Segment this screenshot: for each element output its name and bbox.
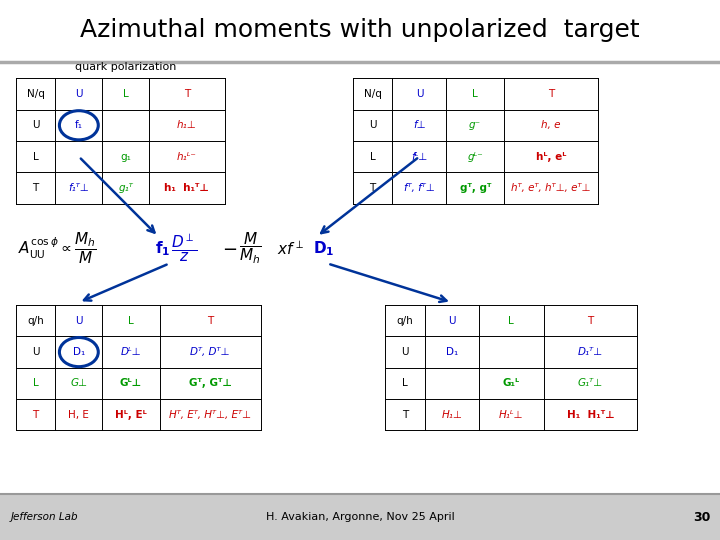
- Text: L: L: [33, 152, 38, 161]
- Text: U: U: [75, 89, 83, 99]
- Text: L: L: [370, 152, 375, 161]
- Text: U: U: [401, 347, 409, 357]
- Text: Gᴸ⊥: Gᴸ⊥: [120, 379, 142, 388]
- Text: T: T: [207, 316, 213, 326]
- Text: Dᴸ⊥: Dᴸ⊥: [121, 347, 141, 357]
- Text: g₁: g₁: [120, 152, 131, 161]
- Text: hᴸ, eᴸ: hᴸ, eᴸ: [536, 152, 566, 161]
- Text: f₁: f₁: [75, 120, 83, 130]
- Text: h₁⊥: h₁⊥: [177, 120, 197, 130]
- Text: L: L: [128, 316, 134, 326]
- Text: Jefferson Lab: Jefferson Lab: [11, 512, 78, 522]
- Text: T: T: [588, 316, 593, 326]
- Bar: [0, 494, 720, 540]
- Text: D₁: D₁: [446, 347, 458, 357]
- Text: H, E: H, E: [68, 410, 89, 420]
- Text: L: L: [508, 316, 514, 326]
- Text: quark polarization: quark polarization: [76, 63, 176, 72]
- Text: T: T: [32, 410, 39, 420]
- Text: T: T: [548, 89, 554, 99]
- Text: h₁ᴸ⁻: h₁ᴸ⁻: [177, 152, 197, 161]
- Text: $A_{\mathrm{UU}}^{\cos\phi} \propto \dfrac{M_h}{M}$: $A_{\mathrm{UU}}^{\cos\phi} \propto \dfr…: [18, 231, 96, 266]
- Text: q/h: q/h: [27, 316, 44, 326]
- Text: G₁ᵀ⊥: G₁ᵀ⊥: [578, 379, 603, 388]
- Bar: [0, 0, 720, 62]
- Text: g₁ᵀ: g₁ᵀ: [118, 183, 133, 193]
- Text: $\mathbf{D_1}$: $\mathbf{D_1}$: [313, 239, 335, 258]
- Text: fᵀ, fᵀ⊥: fᵀ, fᵀ⊥: [404, 183, 435, 193]
- Text: D₁: D₁: [73, 347, 85, 357]
- Text: G⊥: G⊥: [71, 379, 87, 388]
- Text: $\mathbf{f_1}$: $\mathbf{f_1}$: [155, 239, 170, 258]
- Text: gᵀ, gᵀ: gᵀ, gᵀ: [459, 183, 491, 193]
- Text: Azimuthal moments with unpolarized  target: Azimuthal moments with unpolarized targe…: [80, 18, 640, 42]
- Text: H₁⊥: H₁⊥: [441, 410, 462, 420]
- Text: L: L: [402, 379, 408, 388]
- Text: $x f^{\perp}$: $x f^{\perp}$: [277, 239, 304, 258]
- Text: fᴸ⊥: fᴸ⊥: [411, 152, 428, 161]
- Text: h, e: h, e: [541, 120, 561, 130]
- Text: f⊥: f⊥: [413, 120, 426, 130]
- Text: D₁ᵀ⊥: D₁ᵀ⊥: [578, 347, 603, 357]
- Text: U: U: [369, 120, 377, 130]
- Text: hᵀ, eᵀ, hᵀ⊥, eᵀ⊥: hᵀ, eᵀ, hᵀ⊥, eᵀ⊥: [511, 183, 590, 193]
- Text: 30: 30: [693, 510, 711, 524]
- Text: U: U: [75, 316, 83, 326]
- Text: L: L: [123, 89, 128, 99]
- Text: N/q: N/q: [27, 89, 45, 99]
- Text: T: T: [32, 183, 39, 193]
- Text: $\dfrac{D^{\perp}}{z}$: $\dfrac{D^{\perp}}{z}$: [171, 233, 198, 264]
- Text: q/h: q/h: [397, 316, 413, 326]
- Text: L: L: [472, 89, 478, 99]
- Text: g⁻: g⁻: [469, 120, 481, 130]
- Text: H₁  H₁ᵀ⊥: H₁ H₁ᵀ⊥: [567, 410, 614, 420]
- Text: Dᵀ, Dᵀ⊥: Dᵀ, Dᵀ⊥: [191, 347, 230, 357]
- Text: H. Avakian, Argonne, Nov 25 April: H. Avakian, Argonne, Nov 25 April: [266, 512, 454, 522]
- Text: gᴸ⁻: gᴸ⁻: [467, 152, 483, 161]
- Text: T: T: [369, 183, 376, 193]
- Text: U: U: [32, 347, 40, 357]
- Text: N/q: N/q: [364, 89, 382, 99]
- Text: H₁ᴸ⊥: H₁ᴸ⊥: [499, 410, 523, 420]
- Text: $\dfrac{M}{M_h}$: $\dfrac{M}{M_h}$: [239, 231, 261, 266]
- Text: T: T: [402, 410, 408, 420]
- Text: L: L: [33, 379, 38, 388]
- Text: Gᵀ, Gᵀ⊥: Gᵀ, Gᵀ⊥: [189, 379, 232, 388]
- Text: Hᴸ, Eᴸ: Hᴸ, Eᴸ: [115, 410, 147, 420]
- Text: Hᵀ, Eᵀ, Hᵀ⊥, Eᵀ⊥: Hᵀ, Eᵀ, Hᵀ⊥, Eᵀ⊥: [169, 410, 251, 420]
- Text: G₁ᴸ: G₁ᴸ: [503, 379, 520, 388]
- Text: U: U: [448, 316, 456, 326]
- Text: f₁ᵀ⊥: f₁ᵀ⊥: [68, 183, 89, 193]
- Text: U: U: [415, 89, 423, 99]
- Text: h₁  h₁ᵀ⊥: h₁ h₁ᵀ⊥: [164, 183, 210, 193]
- Text: U: U: [32, 120, 40, 130]
- Text: T: T: [184, 89, 190, 99]
- Text: $-$: $-$: [222, 239, 237, 258]
